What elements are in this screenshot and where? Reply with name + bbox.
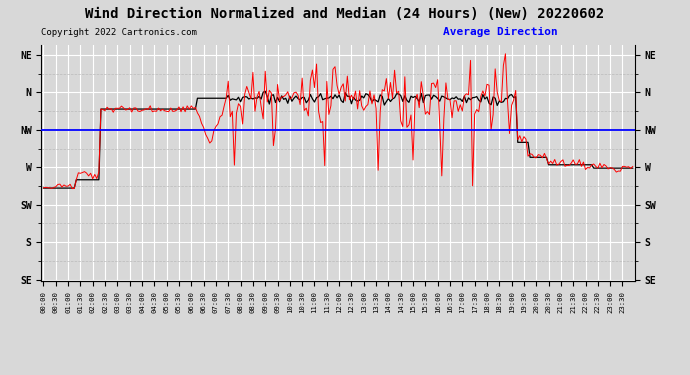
Text: Average Direction: Average Direction xyxy=(443,27,558,37)
Text: Wind Direction Normalized and Median (24 Hours) (New) 20220602: Wind Direction Normalized and Median (24… xyxy=(86,8,604,21)
Text: Copyright 2022 Cartronics.com: Copyright 2022 Cartronics.com xyxy=(41,28,197,37)
